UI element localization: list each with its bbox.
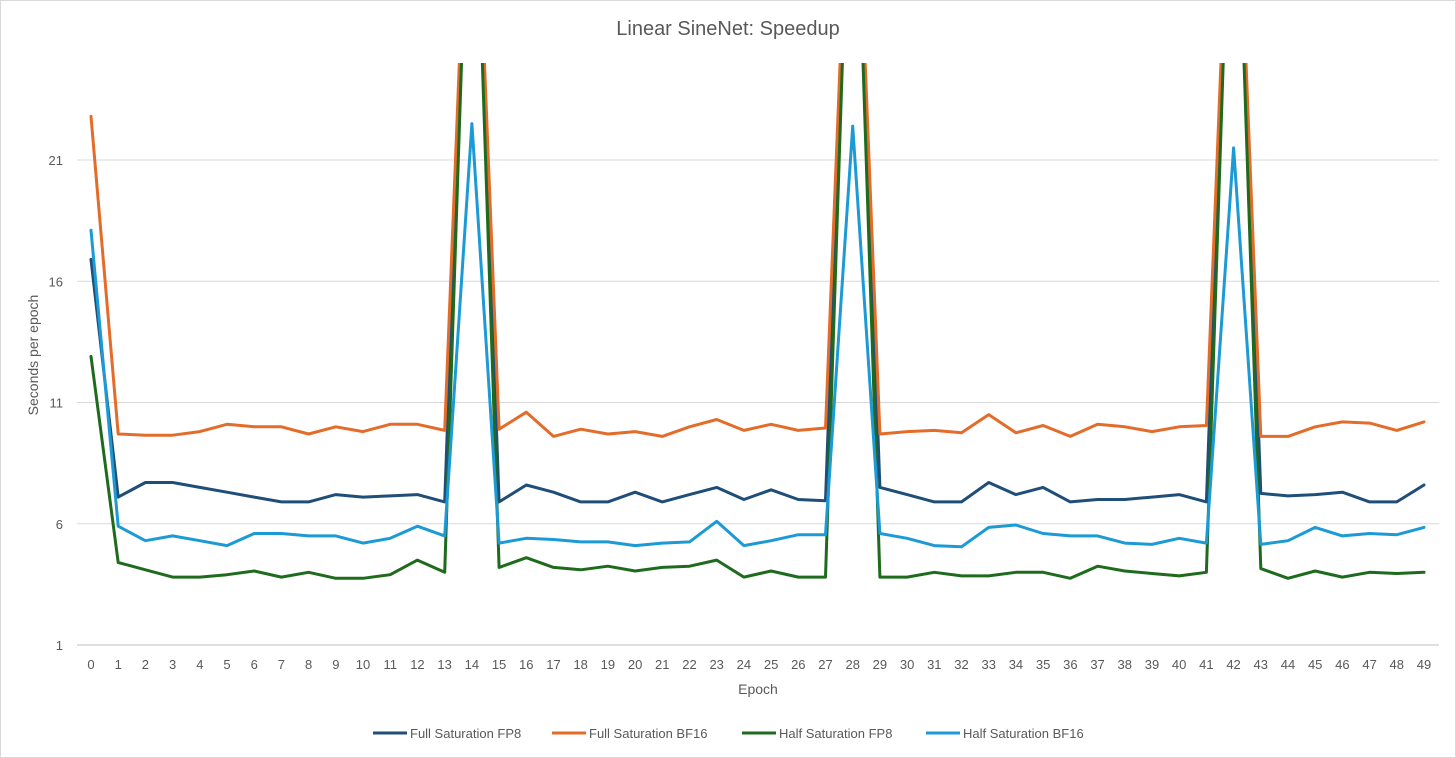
x-tick-label: 35: [1036, 657, 1050, 672]
x-tick-label: 2: [142, 657, 149, 672]
y-tick-label: 6: [56, 517, 63, 532]
x-tick-label: 11: [383, 657, 397, 672]
x-tick-label: 41: [1199, 657, 1213, 672]
x-tick-label: 7: [278, 657, 285, 672]
x-tick-label: 19: [601, 657, 615, 672]
y-tick-label: 16: [49, 274, 63, 289]
x-tick-label: 13: [437, 657, 451, 672]
x-tick-label: 42: [1226, 657, 1240, 672]
x-tick-label: 14: [465, 657, 479, 672]
x-tick-label: 17: [546, 657, 560, 672]
x-tick-label: 30: [900, 657, 914, 672]
y-tick-label: 11: [50, 396, 64, 411]
x-tick-label: 36: [1063, 657, 1077, 672]
x-tick-label: 24: [737, 657, 751, 672]
x-tick-label: 46: [1335, 657, 1349, 672]
x-tick-label: 48: [1390, 657, 1404, 672]
x-tick-label: 6: [251, 657, 258, 672]
legend-label: Full Saturation BF16: [589, 726, 708, 741]
x-tick-label: 32: [954, 657, 968, 672]
legend-label: Half Saturation FP8: [779, 726, 892, 741]
y-tick-label: 21: [49, 153, 63, 168]
x-tick-label: 27: [818, 657, 832, 672]
x-tick-label: 40: [1172, 657, 1186, 672]
x-tick-label: 15: [492, 657, 506, 672]
series-line: [89, 63, 1426, 504]
x-tick-label: 43: [1254, 657, 1268, 672]
x-tick-label: 16: [519, 657, 533, 672]
series-line: [89, 63, 1426, 438]
x-axis-ticks: 0 1 2 3 4 5 6 7 8 9 10 11 12 13 14 15 16 17 18 19 20 21 22 23 24…: [87, 657, 1431, 672]
legend: Full Saturation FP8 Full Saturation BF16 H…: [373, 726, 1084, 741]
x-tick-label: 3: [169, 657, 176, 672]
series-line: [89, 122, 1426, 549]
x-tick-label: 25: [764, 657, 778, 672]
x-tick-label: 33: [982, 657, 996, 672]
x-tick-label: 29: [873, 657, 887, 672]
x-tick-label: 12: [410, 657, 424, 672]
series-line: [89, 63, 1426, 580]
x-tick-label: 20: [628, 657, 642, 672]
legend-label: Half Saturation BF16: [963, 726, 1084, 741]
legend-label: Full Saturation FP8: [410, 726, 521, 741]
x-tick-label: 28: [845, 657, 859, 672]
x-tick-label: 8: [305, 657, 312, 672]
y-tick-label: 1: [56, 638, 63, 653]
x-tick-label: 10: [356, 657, 370, 672]
chart-title: Linear SineNet: Speedup: [616, 18, 840, 40]
x-tick-label: 38: [1118, 657, 1132, 672]
x-tick-label: 1: [115, 657, 122, 672]
gridlines: [77, 159, 1439, 646]
x-tick-label: 0: [87, 657, 94, 672]
x-tick-label: 49: [1417, 657, 1431, 672]
x-tick-label: 4: [196, 657, 203, 672]
series-lines: [89, 63, 1426, 580]
x-tick-label: 39: [1145, 657, 1159, 672]
x-tick-label: 47: [1362, 657, 1376, 672]
x-tick-label: 18: [573, 657, 587, 672]
x-tick-label: 44: [1281, 657, 1295, 672]
x-axis-label: Epoch: [738, 681, 778, 697]
x-tick-label: 21: [655, 657, 669, 672]
x-tick-label: 45: [1308, 657, 1322, 672]
x-tick-label: 37: [1090, 657, 1104, 672]
x-tick-label: 26: [791, 657, 805, 672]
y-axis-label: Seconds per epoch: [25, 295, 41, 416]
x-tick-label: 22: [682, 657, 696, 672]
x-tick-label: 5: [223, 657, 230, 672]
x-tick-label: 31: [927, 657, 941, 672]
x-tick-label: 34: [1009, 657, 1023, 672]
x-tick-label: 23: [709, 657, 723, 672]
x-tick-label: 9: [332, 657, 339, 672]
